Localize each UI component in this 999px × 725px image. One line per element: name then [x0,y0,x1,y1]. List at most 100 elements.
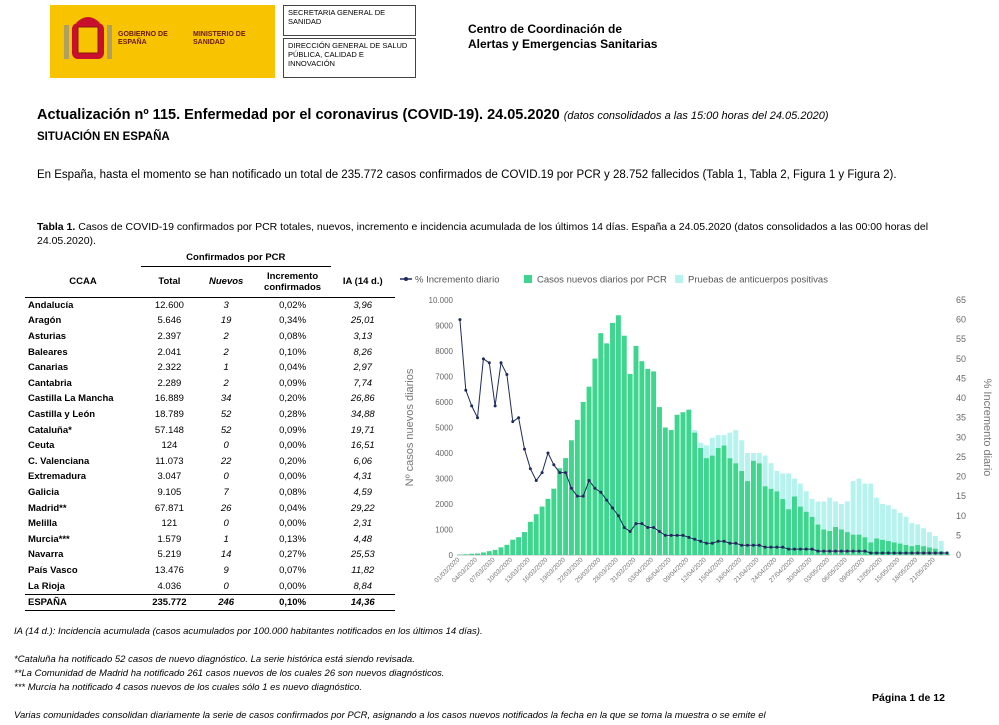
line-point [652,526,656,530]
y-tick-label: 4000 [435,449,453,458]
bar [727,458,733,555]
line-point [757,543,761,547]
cell: 0,20% [279,455,307,467]
bar [921,528,927,547]
table-row: Melilla 121 0 0,00% 2,31 [25,516,395,532]
cell: 0,00% [279,580,307,592]
line-point [839,549,843,553]
line-point [728,541,732,545]
cell: 2 [223,377,229,389]
line-point [640,522,644,526]
bar [621,335,627,555]
line-point [775,545,779,549]
cell: 9.105 [157,487,182,499]
cell: 2 [223,346,229,358]
bar [568,440,574,555]
bar [604,343,610,555]
bar [780,473,786,499]
logo-text: MINISTERIO DE SANIDAD [193,31,246,46]
y-tick-label: 10.000 [429,296,454,305]
y2-tick-label: 15 [956,491,966,501]
cell: 1 [223,362,229,374]
bar [651,371,657,555]
line-point [622,526,626,530]
cell: 18.789 [154,409,184,421]
line-point [804,547,808,551]
cell: Asturias [28,331,67,343]
table-row: Baleares 2.041 2 0,10% 8,26 [25,344,395,360]
column-header: Incremento confirmados [264,270,322,293]
caption-text: Casos de COVID-19 confirmados por PCR to… [37,221,929,247]
cell: 29,22 [350,502,375,514]
bottom-text: Varias comunidades consolidan diariament… [14,710,766,721]
line-point [845,549,849,553]
legend-label: % Incremento diario [415,275,499,286]
bar [457,554,463,555]
bar [891,509,897,543]
bar [463,554,469,555]
line-point [646,526,650,530]
bar [926,532,932,548]
bar [662,427,668,555]
cell: 9 [223,564,229,576]
y2-tick-label: 40 [956,393,966,403]
cell: 2.041 [157,346,182,358]
bar [492,549,498,555]
group-header: Confirmados por PCR [141,250,331,267]
table-row: Cantabria 2.289 2 0,09% 7,74 [25,376,395,392]
bar [827,530,833,555]
table-row: Aragón 5.646 19 0,34% 25,01 [25,313,395,329]
line-point [875,551,879,555]
table-row: Navarra 5.219 14 0,27% 25,53 [25,547,395,563]
line-point [693,537,697,541]
cell: 13.476 [154,564,184,576]
bar [921,546,927,555]
line-point [493,404,497,408]
line-point [569,486,573,490]
chart: 0 1000 2000 3000 4000 5000 6000 7000 8000 9000 10.… [400,275,993,584]
line-point [593,486,597,490]
bar [486,551,492,555]
line-point [710,541,714,545]
cell: 3,13 [353,331,373,343]
line-point [781,545,785,549]
bar [838,529,844,555]
line-point [699,539,703,543]
line-point [746,543,750,547]
bar [803,511,809,555]
cell: 0,34% [279,315,307,327]
line-point [904,551,908,555]
cell: Ceuta [28,440,55,452]
cell: 0,04% [279,502,307,514]
line-point [851,549,855,553]
cell: Murcia*** [28,533,70,545]
y2-tick-label: 50 [956,354,966,364]
cell: Navarra [28,549,64,561]
bar [721,435,727,446]
bar [692,430,698,433]
bar [668,430,674,555]
bar [475,553,481,555]
header-center: Centro de Coordinación de Alertas y Emer… [468,22,658,51]
bar [715,447,721,555]
bar [821,501,827,530]
bar [862,483,868,538]
cell: Madrid** [28,502,67,514]
bar [498,547,504,555]
line-point [611,506,615,510]
caption-label: Tabla 1. [37,221,76,233]
page-number: Página 1 de 12 [872,692,945,704]
y2-tick-label: 65 [956,295,966,305]
bar [880,504,885,540]
bar [885,505,891,541]
bar [557,468,563,555]
line-point [605,498,609,502]
line-point [787,547,791,551]
table: Confirmados por PCR CCAA Total Nuevos Increm… [25,250,395,612]
bar [598,333,604,555]
bar [627,373,633,555]
cell: Extremadura [28,471,87,483]
y-tick-label: 2000 [435,500,453,509]
cell: 0,28% [279,409,307,421]
cell: C. Valenciana [28,455,90,467]
